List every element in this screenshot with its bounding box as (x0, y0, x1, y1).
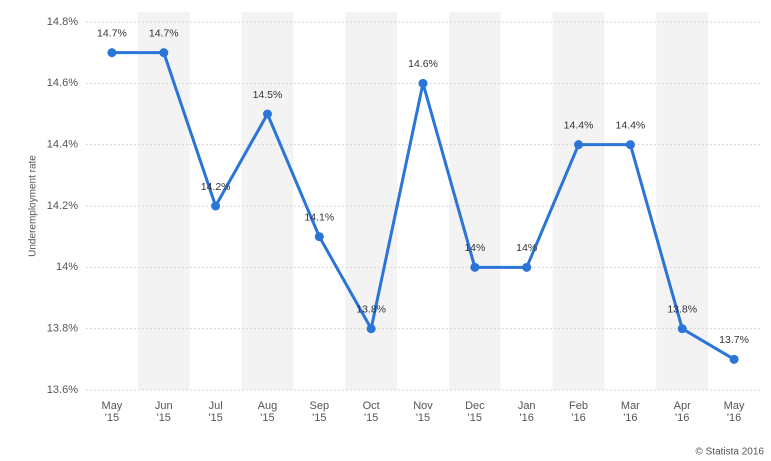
data-label: 14.5% (253, 89, 283, 101)
data-label: 14.1% (304, 211, 334, 223)
point (314, 232, 324, 242)
band (345, 12, 398, 390)
data-label: 14% (464, 242, 485, 254)
data-label: 13.8% (356, 303, 386, 315)
band (552, 12, 605, 390)
point (418, 78, 428, 88)
data-label: 13.7% (719, 334, 749, 346)
point (159, 48, 169, 58)
data-label: 14.4% (564, 119, 594, 131)
point (729, 354, 739, 364)
y-tick-label: 13.8% (47, 323, 78, 335)
x-tick-label: Mar '16 (621, 400, 640, 424)
y-tick-label: 14.2% (47, 200, 78, 212)
point (107, 48, 117, 58)
x-tick-label: Dec '15 (465, 400, 485, 424)
x-tick-label: May '15 (102, 400, 123, 424)
x-tick-label: Jul '15 (208, 400, 222, 424)
x-tick-label: Apr '16 (674, 400, 691, 424)
point (262, 109, 272, 119)
band (241, 12, 294, 390)
point (574, 140, 584, 150)
background-bands (137, 12, 709, 390)
x-tick-label: Oct '15 (363, 400, 380, 424)
y-tick-label: 13.6% (47, 384, 78, 396)
point (366, 324, 376, 334)
point (522, 262, 532, 272)
x-tick-label: Jan '16 (518, 400, 536, 424)
band (656, 12, 709, 390)
x-tick-label: May '16 (724, 400, 745, 424)
x-tick-label: Feb '16 (569, 400, 588, 424)
data-label: 14.7% (149, 27, 179, 39)
point (677, 324, 687, 334)
data-label: 14.6% (408, 58, 438, 70)
data-label: 14.2% (201, 181, 231, 193)
x-tick-label: Jun '15 (155, 400, 173, 424)
data-label: 14% (516, 242, 537, 254)
data-label: 14.7% (97, 27, 127, 39)
x-tick-label: Aug '15 (258, 400, 278, 424)
data-label: 14.4% (615, 119, 645, 131)
data-label: 13.8% (667, 303, 697, 315)
y-tick-label: 14% (56, 261, 78, 273)
y-axis-title: Underemployment rate (28, 155, 39, 257)
point (211, 201, 221, 211)
y-tick-label: 14.6% (47, 77, 78, 89)
point (625, 140, 635, 150)
x-tick-label: Sep '15 (310, 400, 330, 424)
credit: © Statista 2016 (695, 447, 764, 458)
x-tick-label: Nov '15 (413, 400, 433, 424)
y-tick-label: 14.8% (47, 16, 78, 28)
band (137, 12, 190, 390)
point (470, 262, 480, 272)
y-tick-label: 14.4% (47, 139, 78, 151)
